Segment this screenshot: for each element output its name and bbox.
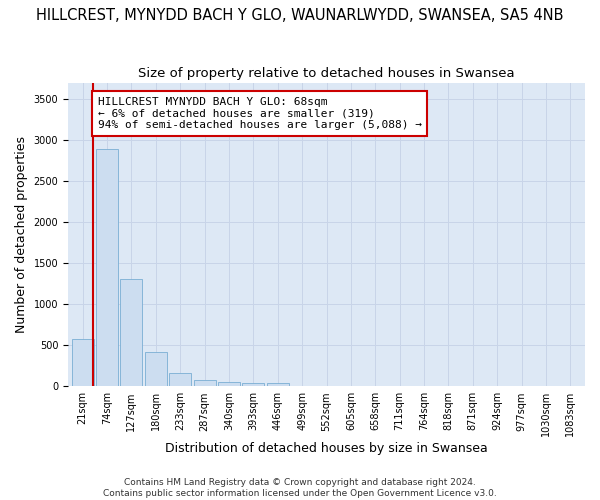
X-axis label: Distribution of detached houses by size in Swansea: Distribution of detached houses by size … xyxy=(165,442,488,455)
Text: HILLCREST, MYNYDD BACH Y GLO, WAUNARLWYDD, SWANSEA, SA5 4NB: HILLCREST, MYNYDD BACH Y GLO, WAUNARLWYD… xyxy=(36,8,564,22)
Bar xyxy=(242,382,265,386)
Bar xyxy=(96,148,118,386)
Bar xyxy=(121,279,142,386)
Text: Contains HM Land Registry data © Crown copyright and database right 2024.
Contai: Contains HM Land Registry data © Crown c… xyxy=(103,478,497,498)
Text: HILLCREST MYNYDD BACH Y GLO: 68sqm
← 6% of detached houses are smaller (319)
94%: HILLCREST MYNYDD BACH Y GLO: 68sqm ← 6% … xyxy=(98,97,422,130)
Bar xyxy=(194,380,215,386)
Bar xyxy=(218,382,240,386)
Bar xyxy=(169,373,191,386)
Bar xyxy=(267,383,289,386)
Bar xyxy=(71,339,94,386)
Title: Size of property relative to detached houses in Swansea: Size of property relative to detached ho… xyxy=(138,68,515,80)
Y-axis label: Number of detached properties: Number of detached properties xyxy=(15,136,28,333)
Bar xyxy=(145,352,167,386)
